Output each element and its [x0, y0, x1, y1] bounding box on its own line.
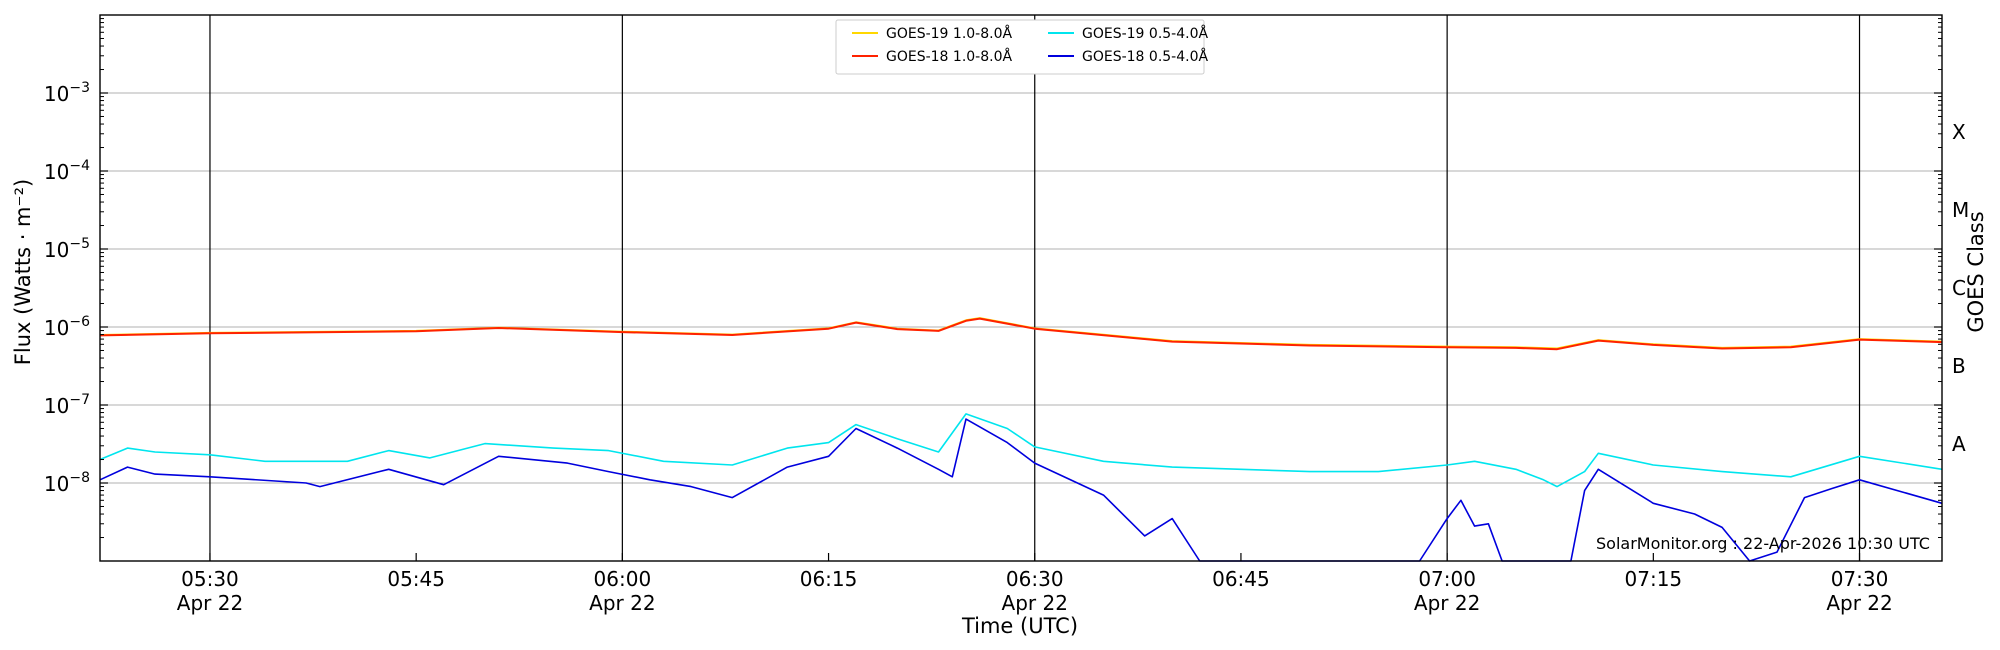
- x-axis-title: Time (UTC): [961, 614, 1078, 638]
- x-tick-label: 07:00: [1418, 567, 1476, 591]
- x-tick-sublabel: Apr 22: [1414, 591, 1480, 615]
- y-tick-label: 10−5: [44, 236, 90, 262]
- x-tick-label: 07:15: [1625, 567, 1683, 591]
- y-tick-label: 10−3: [44, 80, 90, 106]
- legend-label: GOES-18 1.0-8.0Å: [886, 48, 1012, 65]
- x-tick-label: 06:30: [1006, 567, 1064, 591]
- grid-lines: [100, 15, 1942, 561]
- y-tick-label: 10−4: [44, 158, 90, 184]
- legend-box: [835, 19, 1205, 75]
- goes-class-labels: A B C M X: [1952, 120, 1969, 456]
- x-tick-sublabel: Apr 22: [589, 591, 655, 615]
- x-tick-sublabel: Apr 22: [177, 591, 243, 615]
- x-tick-label: 06:15: [800, 567, 858, 591]
- axis-ticks: [100, 18, 1942, 561]
- source-watermark: SolarMonitor.org : 22-Apr-2026 10:30 UTC: [1596, 534, 1930, 553]
- x-tick-label: 07:30: [1831, 567, 1889, 591]
- series-line-0: [99, 317, 1943, 350]
- goes-class-c: C: [1952, 276, 1966, 300]
- series-lines: [99, 317, 1943, 562]
- x-tick-sublabel: Apr 22: [1826, 591, 1892, 615]
- legend-label: GOES-19 0.5-4.0Å: [1082, 25, 1208, 42]
- y-tick-label: 10−7: [44, 392, 90, 418]
- x-tick-label: 05:30: [181, 567, 239, 591]
- series-line-3: [99, 418, 1943, 562]
- goes-class-b: B: [1952, 354, 1966, 378]
- x-tick-label: 06:45: [1212, 567, 1270, 591]
- legend-label: GOES-18 0.5-4.0Å: [1082, 48, 1208, 65]
- y-tick-labels: 10−8 10−7 10−6 10−5 10−4 10−3: [44, 80, 90, 496]
- series-line-2: [99, 413, 1943, 488]
- x-tick-sublabel: Apr 22: [1002, 591, 1068, 615]
- plot-frame: [99, 14, 1943, 562]
- goes-class-m: M: [1952, 198, 1969, 222]
- x-tick-label: 06:00: [594, 567, 652, 591]
- y-tick-label: 10−6: [44, 314, 90, 340]
- series-line-1: [99, 317, 1943, 351]
- x-tick-label: 05:45: [387, 567, 445, 591]
- goes-class-x: X: [1952, 120, 1966, 144]
- legend: GOES-19 1.0-8.0Å GOES-18 1.0-8.0Å GOES-19 …: [835, 19, 1208, 75]
- goes-class-a: A: [1952, 432, 1966, 456]
- y-axis-title: Flux (Watts · m⁻²): [11, 179, 35, 365]
- legend-label: GOES-19 1.0-8.0Å: [886, 25, 1012, 42]
- y-axis-right-title: GOES Class: [1964, 211, 1988, 332]
- y-tick-label: 10−8: [44, 470, 90, 496]
